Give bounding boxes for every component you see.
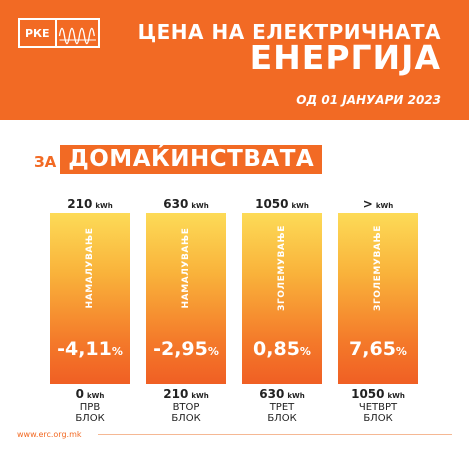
block-name-line-1: ВТОР <box>172 402 200 413</box>
effective-date: ОД 01 ЈАНУАРИ 2023 <box>296 93 441 107</box>
unit-label: kWh <box>375 202 394 210</box>
title-line-2: ЕНЕРГИЈА <box>249 38 441 77</box>
price-change: -4,11% <box>50 338 130 360</box>
price-change: 7,65% <box>338 338 418 360</box>
unit-label: kWh <box>95 202 113 210</box>
upper-limit: 1050 kWh <box>242 197 322 211</box>
unit-label: kWh <box>287 392 305 400</box>
lower-limit-value: 210 <box>163 387 189 401</box>
upper-limit-value: 1050 <box>255 197 289 211</box>
price-change: -2,95% <box>146 338 226 360</box>
block-name-line-2: БЛОК <box>171 413 201 424</box>
lower-limit-value: 0 <box>75 387 84 401</box>
direction-label: ЗГОЛЕМУВАЊЕ <box>277 224 287 312</box>
tariff-bar: НАМАЛУВАЊЕ -4,11% <box>50 213 130 384</box>
upper-limit-value: 210 <box>67 197 93 211</box>
price-change-value: 7,65 <box>349 338 396 360</box>
lower-limit: 210 kWh <box>146 387 226 401</box>
title-line-1: ЦЕНА НА ЕЛЕКТРИЧНАТА <box>137 20 441 44</box>
lower-limit: 0 kWh <box>50 387 130 401</box>
section-title: ДОМАЌИНСТВАТА <box>60 145 323 174</box>
unit-label: kWh <box>191 202 209 210</box>
tariff-bar: ЗГОЛЕМУВАЊЕ 0,85% <box>242 213 322 384</box>
unit-label: kWh <box>86 392 105 400</box>
direction-label: НАМАЛУВАЊЕ <box>181 227 191 309</box>
price-change-value: 0,85 <box>253 338 300 360</box>
price-change-value: -4,11 <box>57 338 112 360</box>
upper-limit-value: 630 <box>163 197 189 211</box>
upper-limit: 630 kWh <box>146 197 226 211</box>
lower-limit: 1050 kWh <box>338 387 418 401</box>
block-name: ЧЕТВРТ БЛОК <box>338 402 418 424</box>
logo: РКЕ <box>18 18 100 48</box>
unit-label: kWh <box>191 392 209 400</box>
direction-label: ЗГОЛЕМУВАЊЕ <box>373 224 383 312</box>
block-name: ПРВ БЛОК <box>50 402 130 424</box>
tariff-bar: ЗГОЛЕМУВАЊЕ 7,65% <box>338 213 418 384</box>
lower-limit-value: 1050 <box>351 387 385 401</box>
block-name-line-1: ПРВ <box>79 402 101 413</box>
block-name-line-1: ЧЕТВРТ <box>358 402 398 413</box>
upper-limit: 210 kWh <box>50 197 130 211</box>
upper-limit-value: > <box>362 197 373 211</box>
lower-limit: 630 kWh <box>242 387 322 401</box>
tariff-bar: НАМАЛУВАЊЕ -2,95% <box>146 213 226 384</box>
lower-limit-value: 630 <box>259 387 285 401</box>
block-name: ВТОР БЛОК <box>146 402 226 424</box>
upper-limit: > kWh <box>338 197 418 211</box>
price-change: 0,85% <box>242 338 322 360</box>
unit-label: kWh <box>291 202 309 210</box>
direction-label: НАМАЛУВАЊЕ <box>85 227 95 309</box>
block-name-line-1: ТРЕТ <box>269 402 295 413</box>
website-link[interactable]: www.erc.org.mk <box>17 430 82 439</box>
block-name-line-2: БЛОК <box>363 413 393 424</box>
block-name-line-2: БЛОК <box>267 413 297 424</box>
unit-label: kWh <box>387 392 405 400</box>
percent-sign: % <box>395 345 407 358</box>
section-heading: ЗА ДОМАЌИНСТВАТА <box>34 142 323 174</box>
percent-sign: % <box>207 345 219 358</box>
wave-icon <box>58 27 96 45</box>
logo-text: РКЕ <box>20 20 57 46</box>
percent-sign: % <box>299 345 311 358</box>
footer-divider <box>98 434 452 435</box>
price-change-value: -2,95 <box>153 338 208 360</box>
header-banner: РКЕ ЦЕНА НА ЕЛЕКТРИЧНАТА ЕНЕРГИЈА ОД 01 … <box>0 0 469 120</box>
percent-sign: % <box>111 345 123 358</box>
block-name-line-2: БЛОК <box>75 413 105 424</box>
block-name: ТРЕТ БЛОК <box>242 402 322 424</box>
section-prefix: ЗА <box>34 153 57 171</box>
